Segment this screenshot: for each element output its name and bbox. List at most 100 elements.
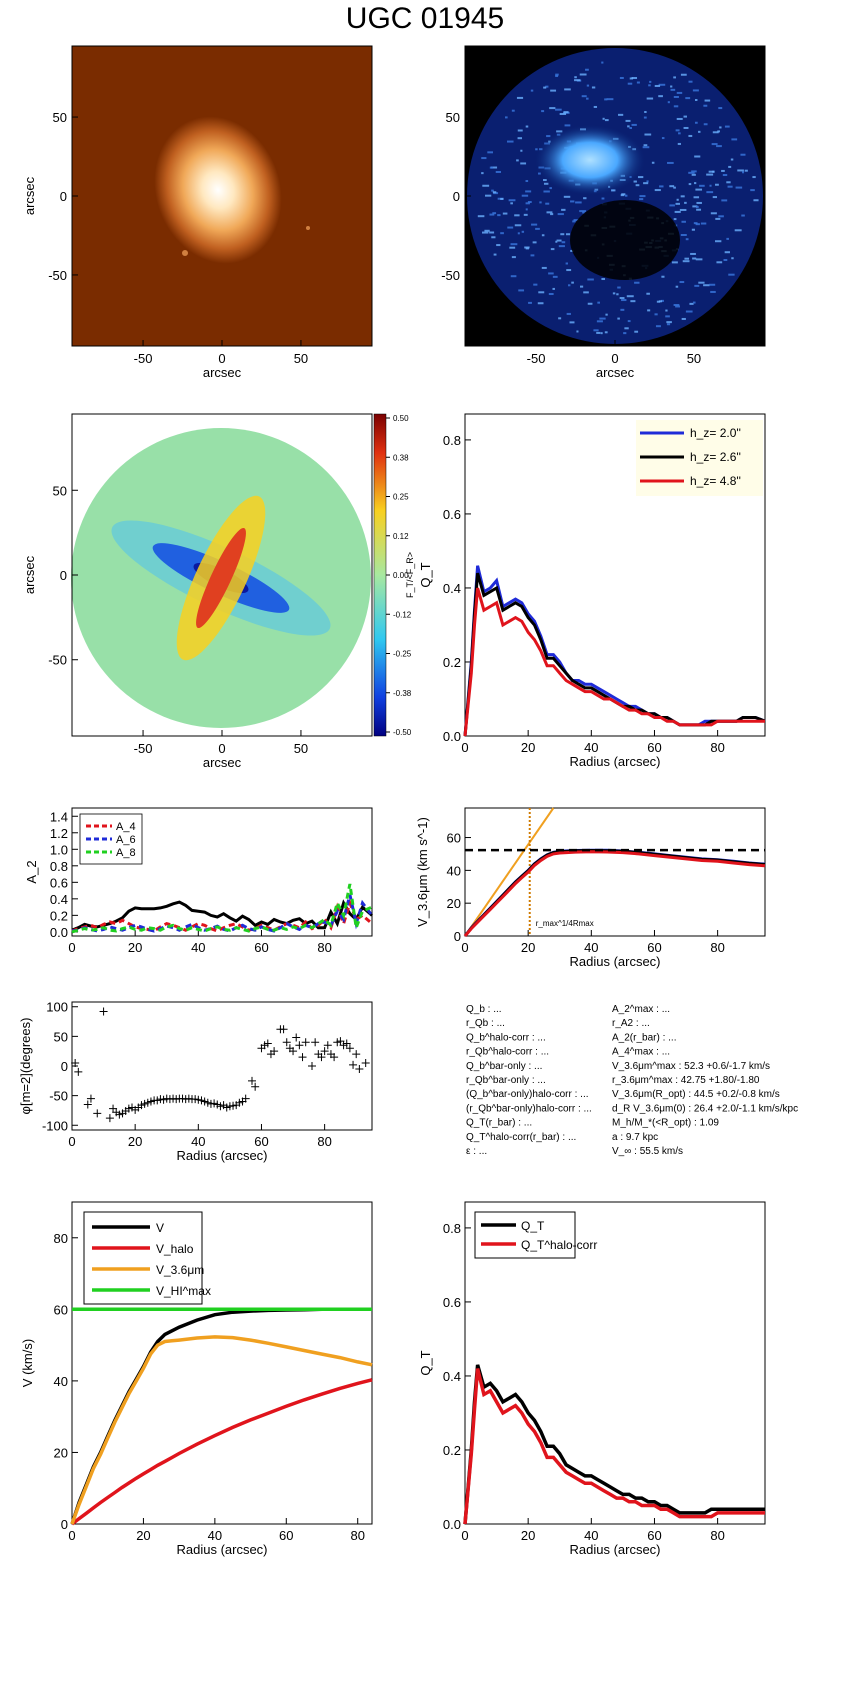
y-tick-label: 20 (54, 1445, 68, 1460)
noise-speckle (601, 61, 604, 64)
noise-speckle (737, 169, 744, 172)
noise-speckle (582, 211, 585, 214)
x-tick-label: 20 (521, 940, 535, 955)
y-tick-label: 50 (446, 110, 460, 125)
noise-speckle (673, 76, 676, 79)
x-tick-label: -50 (527, 351, 546, 366)
noise-speckle (525, 190, 532, 193)
noise-speckle (624, 194, 628, 197)
noise-speckle (570, 249, 574, 252)
noise-speckle (573, 219, 579, 222)
noise-speckle (639, 198, 644, 201)
legend-label: V_HI^max (156, 1284, 211, 1298)
noise-speckle (489, 166, 494, 169)
y-tick-label: 0.2 (443, 1443, 461, 1458)
series-black (71, 899, 373, 932)
legend-label: h_z= 4.8'' (690, 474, 741, 488)
y-tick-label: 0 (60, 568, 67, 583)
noise-speckle (688, 80, 693, 83)
noise-speckle (730, 158, 734, 161)
noise-speckle (696, 208, 702, 211)
noise-speckle (490, 166, 498, 169)
legend-label: Q_T^halo-corr (521, 1238, 597, 1252)
noise-speckle (520, 162, 527, 165)
noise-speckle (726, 237, 729, 240)
noise-speckle (692, 301, 696, 304)
noise-speckle (734, 229, 742, 232)
series-green (71, 883, 373, 934)
series-orange (70, 1335, 373, 1525)
noise-speckle (579, 210, 587, 213)
noise-speckle (550, 89, 557, 92)
noise-speckle (642, 146, 650, 149)
noise-speckle (481, 172, 484, 175)
y-tick-label: 0.6 (443, 507, 461, 522)
info-right-line: A_2(r_bar) : ... (612, 1032, 676, 1043)
noise-speckle (673, 186, 676, 189)
y-axis-label: φ[m=2](degrees) (18, 1018, 33, 1115)
y-tick-label: 0.4 (443, 581, 461, 596)
x-axis-label: Radius (arcsec) (176, 1542, 267, 1557)
noise-speckle (656, 300, 661, 303)
noise-speckle (675, 305, 681, 308)
noise-speckle (676, 91, 683, 94)
star-blob (182, 250, 188, 256)
noise-speckle (574, 79, 581, 82)
noise-speckle (727, 185, 733, 188)
noise-speckle (543, 179, 547, 182)
panel-image1: -50 0 50 50 0 -50 arcsec arcsec (22, 45, 373, 380)
noise-speckle (568, 284, 571, 287)
noise-disk (467, 48, 763, 344)
noise-speckle (649, 80, 652, 83)
noise-speckle (517, 232, 520, 235)
noise-speckle (525, 180, 529, 183)
noise-speckle (601, 197, 605, 200)
noise-speckle (696, 206, 699, 209)
info-right-line: r_3.6μm^max : 42.75 +1.80/-1.80 (612, 1075, 760, 1086)
noise-speckle (669, 204, 675, 207)
noise-speckle (692, 257, 697, 260)
info-text-block: Q_b : ... r_Qb : ... Q_b^halo-corr : ... r_… (466, 1004, 798, 1157)
data-point (308, 1062, 316, 1070)
noise-speckle (535, 227, 540, 230)
page-title: UGC 01945 (345, 2, 505, 35)
noise-speckle (555, 75, 559, 78)
y-axis-label: V_3.6μm (km s^-1) (415, 817, 430, 927)
y-tick-label: 0.6 (443, 1295, 461, 1310)
noise-speckle (681, 317, 686, 320)
y-tick-label: 80 (54, 1231, 68, 1246)
noise-speckle (489, 213, 495, 216)
noise-speckle (689, 302, 694, 305)
y-tick-label: 50 (53, 483, 67, 498)
noise-speckle (525, 247, 529, 250)
x-axis-label: Radius (arcsec) (569, 954, 660, 969)
noise-speckle (685, 310, 693, 313)
legend: A_4A_6A_8 (79, 813, 143, 865)
noise-speckle (658, 83, 666, 86)
data-point (251, 1082, 260, 1091)
noise-speckle (620, 308, 625, 311)
noise-speckle (591, 86, 596, 89)
noise-speckle (548, 293, 554, 296)
noise-speckle (500, 197, 504, 200)
noise-speckle (716, 261, 723, 264)
noise-speckle (661, 137, 665, 140)
legend-label: Q_T (521, 1219, 545, 1233)
x-tick-label: 60 (254, 1134, 268, 1149)
noise-speckle (565, 262, 568, 265)
noise-speckle (599, 317, 606, 320)
noise-speckle (695, 223, 700, 226)
data-point (352, 1050, 361, 1059)
legend: Q_T Q_T^halo-corr (474, 1211, 597, 1259)
noise-speckle (704, 99, 711, 102)
plot-frame (464, 807, 766, 937)
noise-speckle (527, 201, 532, 204)
noise-speckle (538, 291, 545, 294)
noise-speckle (752, 176, 756, 179)
x-tick-label: -50 (134, 741, 153, 756)
noise-speckle (557, 213, 564, 216)
noise-speckle (564, 88, 571, 91)
noise-speckle (552, 275, 558, 278)
noise-speckle (715, 183, 719, 186)
noise-speckle (518, 289, 525, 292)
